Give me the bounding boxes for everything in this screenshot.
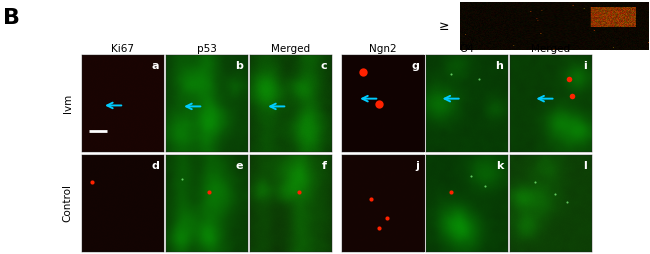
Text: Ivm: Ivm [62, 94, 73, 113]
Text: d: d [151, 161, 159, 171]
Text: Merged: Merged [272, 44, 311, 54]
Text: l: l [583, 161, 587, 171]
Text: Ki67: Ki67 [112, 44, 135, 54]
Text: j: j [415, 161, 419, 171]
Text: h: h [495, 61, 503, 71]
Text: B: B [3, 8, 20, 28]
Text: i: i [583, 61, 587, 71]
Text: k: k [496, 161, 503, 171]
Text: ≥: ≥ [439, 20, 449, 33]
Text: f: f [322, 161, 327, 171]
Text: Merged: Merged [532, 44, 571, 54]
Text: e: e [235, 161, 243, 171]
Text: a: a [151, 61, 159, 71]
Text: Control: Control [62, 184, 73, 223]
Text: g: g [411, 61, 419, 71]
Text: b: b [235, 61, 243, 71]
Text: Ngn2: Ngn2 [369, 44, 396, 54]
Text: c: c [320, 61, 327, 71]
Text: O4: O4 [460, 44, 474, 54]
Text: p53: p53 [197, 44, 217, 54]
